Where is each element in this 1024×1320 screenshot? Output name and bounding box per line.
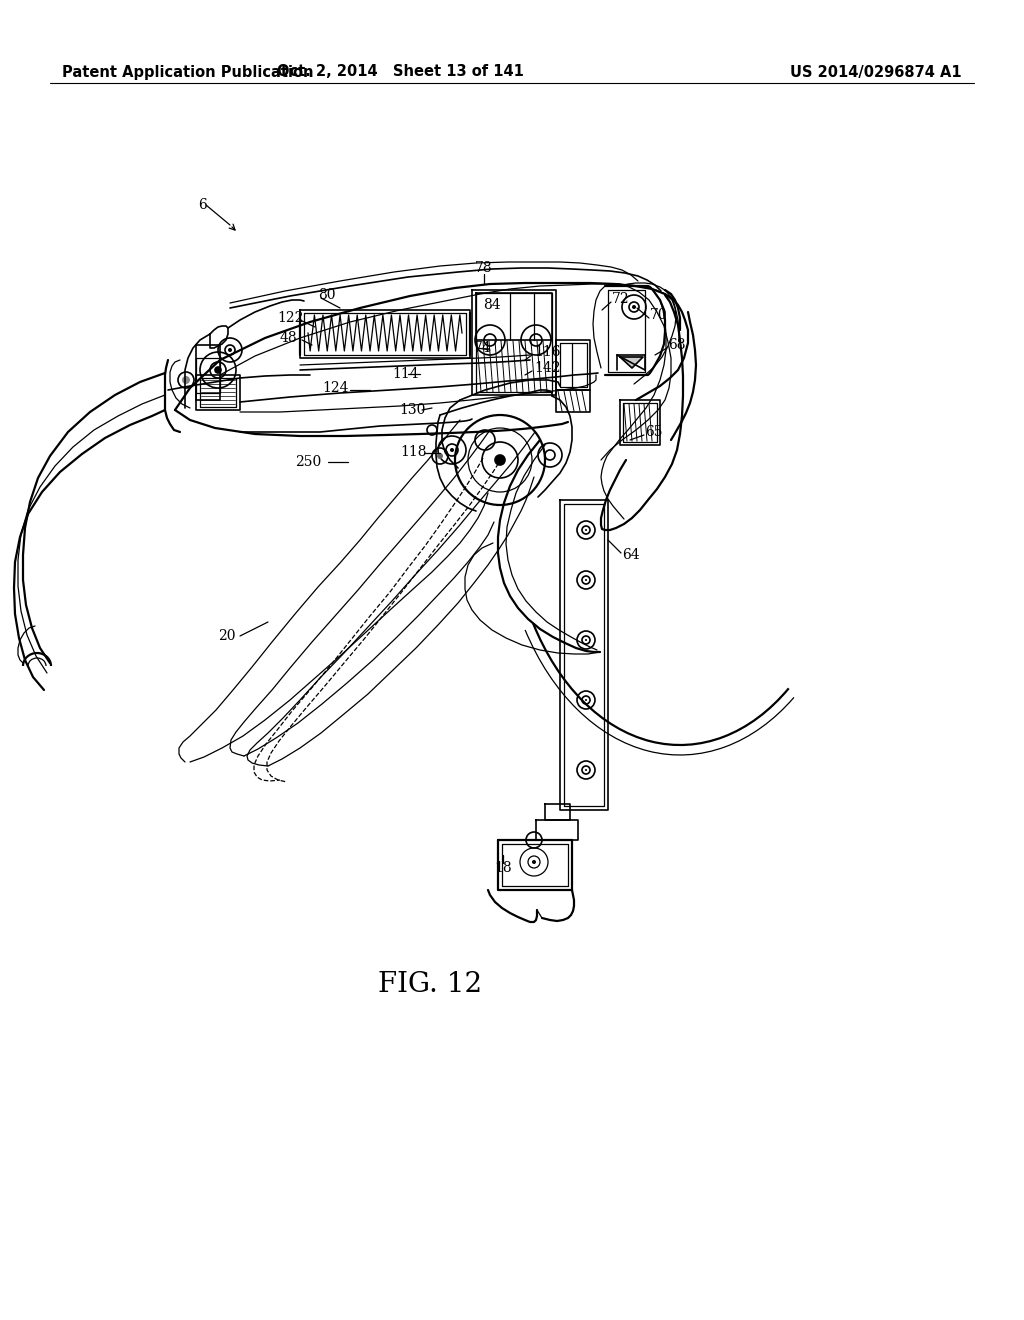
Text: Patent Application Publication: Patent Application Publication <box>62 65 313 79</box>
Text: 18: 18 <box>495 861 512 875</box>
Text: 6: 6 <box>198 198 207 213</box>
Text: 64: 64 <box>622 548 640 562</box>
Text: 116: 116 <box>534 345 560 359</box>
Text: 68: 68 <box>668 338 685 352</box>
Circle shape <box>437 453 443 459</box>
Text: 80: 80 <box>318 288 336 302</box>
Text: 118: 118 <box>400 445 427 459</box>
Circle shape <box>228 348 232 352</box>
Text: 72: 72 <box>612 292 630 306</box>
Polygon shape <box>620 356 643 368</box>
Circle shape <box>585 700 587 701</box>
Circle shape <box>495 455 505 465</box>
Text: 130: 130 <box>399 403 425 417</box>
Circle shape <box>450 447 454 451</box>
Text: FIG. 12: FIG. 12 <box>378 972 482 998</box>
Text: 65: 65 <box>645 425 663 440</box>
Text: 84: 84 <box>483 298 501 312</box>
Text: 142: 142 <box>534 360 560 375</box>
Circle shape <box>632 305 636 309</box>
Circle shape <box>585 770 587 771</box>
Text: 122: 122 <box>278 312 303 325</box>
Circle shape <box>585 639 587 642</box>
Text: 114: 114 <box>392 367 419 381</box>
Text: 70: 70 <box>650 308 668 322</box>
Text: 78: 78 <box>475 261 493 275</box>
Text: 20: 20 <box>218 630 236 643</box>
Circle shape <box>585 579 587 581</box>
Circle shape <box>585 529 587 531</box>
Text: 48: 48 <box>280 331 298 345</box>
Text: 74: 74 <box>474 341 492 355</box>
Circle shape <box>182 376 190 384</box>
Text: US 2014/0296874 A1: US 2014/0296874 A1 <box>791 65 962 79</box>
Text: Oct. 2, 2014   Sheet 13 of 141: Oct. 2, 2014 Sheet 13 of 141 <box>276 65 523 79</box>
Text: 124: 124 <box>322 381 348 395</box>
Text: 250: 250 <box>295 455 322 469</box>
Circle shape <box>532 861 536 865</box>
Circle shape <box>215 367 221 374</box>
